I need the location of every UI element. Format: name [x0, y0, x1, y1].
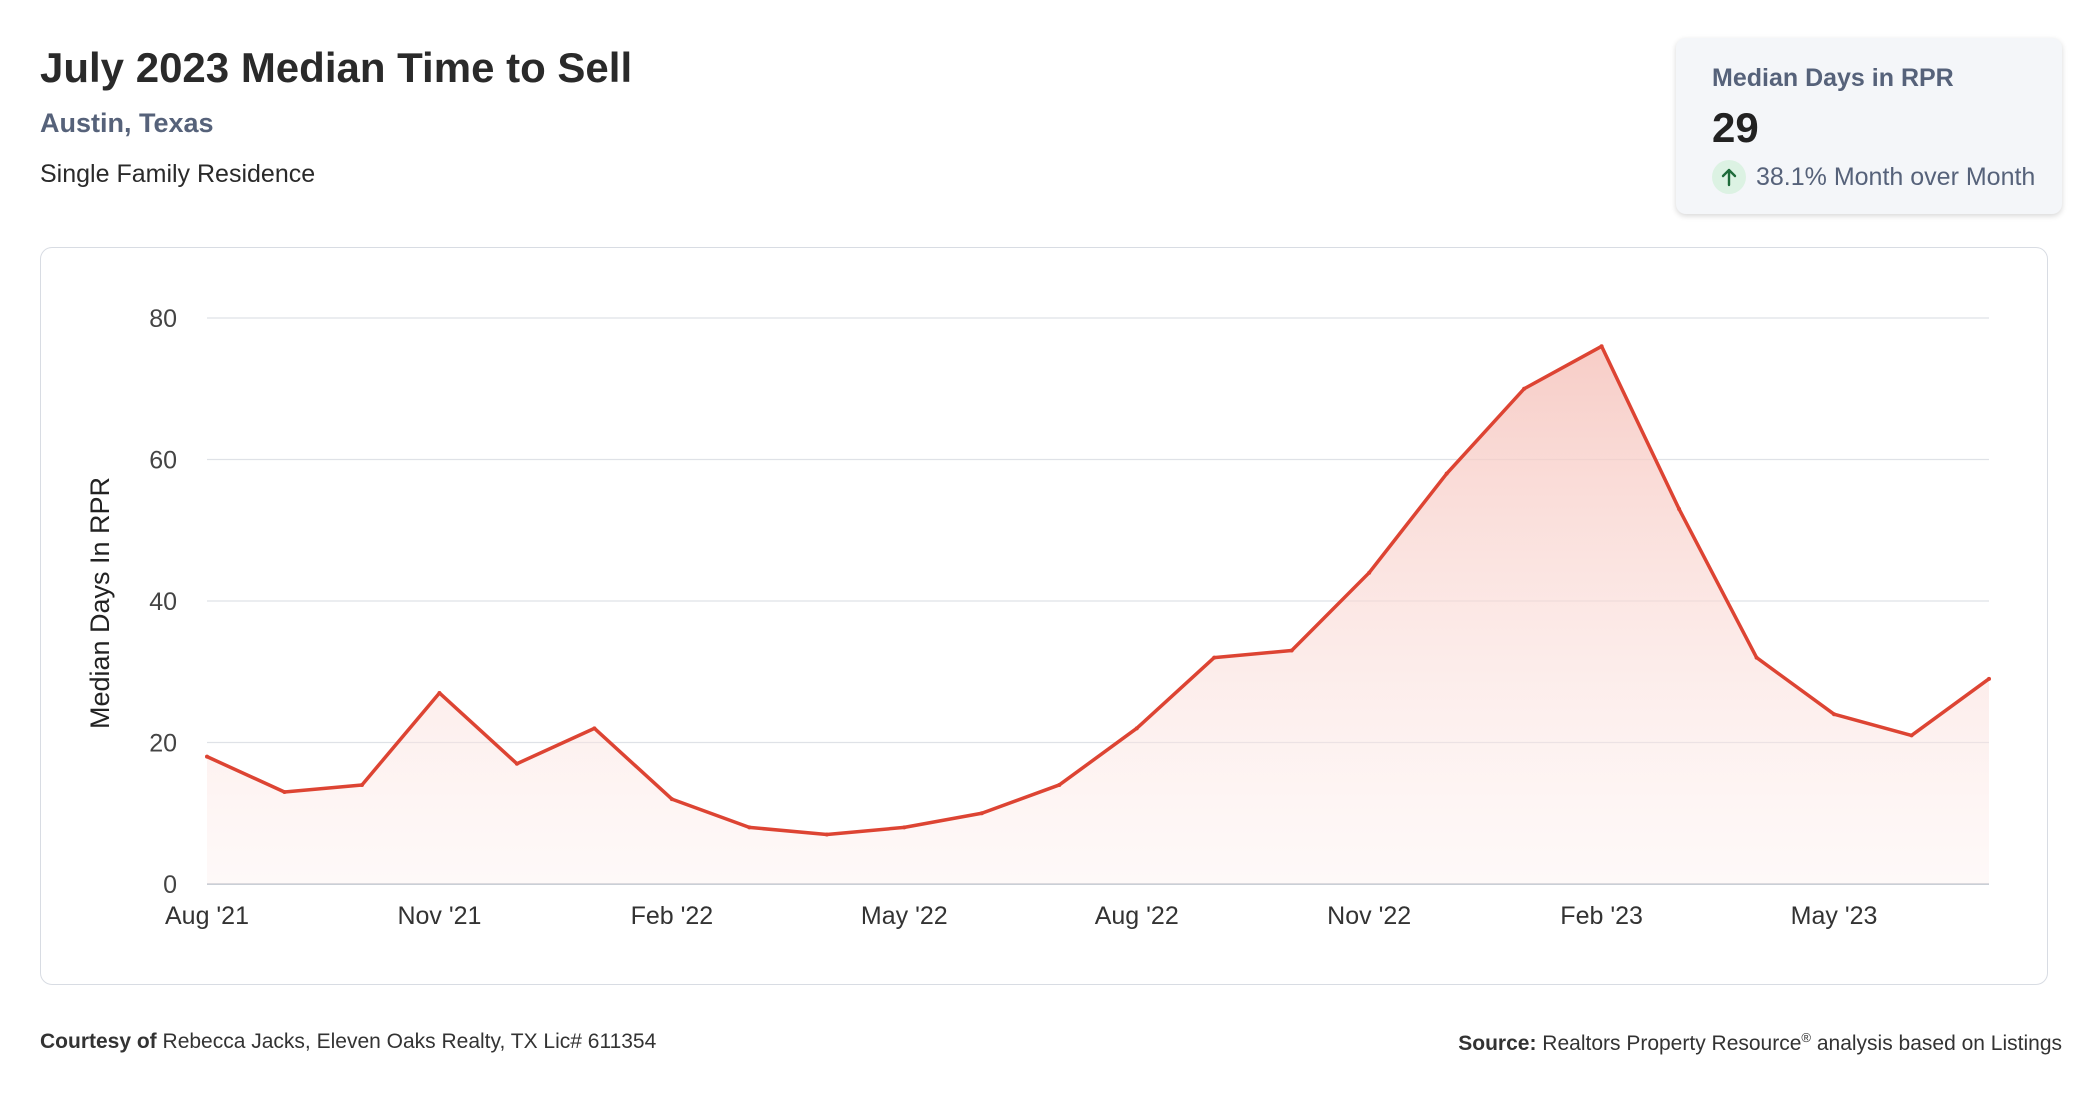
location-label: Austin, Texas	[40, 108, 214, 138]
data-point	[1987, 676, 1991, 681]
median-days-chart: 0 20 40 60 80 Aug '21 Nov '21 Feb '22 May '22 Au…	[85, 305, 1991, 930]
y-tick-label: 0	[163, 871, 177, 899]
data-point	[437, 690, 442, 695]
data-point	[1754, 655, 1759, 660]
y-axis-label: Median Days In RPR	[85, 477, 115, 729]
arrow-up-icon	[1712, 160, 1746, 194]
data-point	[1289, 648, 1294, 653]
series-line	[205, 344, 1991, 837]
source-suffix: analysis based on Listings	[1816, 1032, 2062, 1055]
courtesy-footer: Courtesy of Rebecca Jacks, Eleven Oaks R…	[40, 1030, 656, 1054]
registered-mark: ®	[1801, 1030, 1811, 1045]
data-point	[979, 811, 984, 816]
data-point	[1057, 782, 1062, 787]
data-point	[514, 761, 519, 766]
courtesy-label: Courtesy of	[40, 1030, 157, 1053]
data-point	[205, 754, 209, 759]
data-point	[282, 790, 287, 795]
data-point	[902, 825, 907, 830]
median-days-card: Median Days in RPR 29 38.1% Month over M…	[1676, 38, 2062, 214]
x-tick-label: Feb '22	[631, 902, 714, 930]
x-tick-label: Feb '23	[1560, 902, 1643, 930]
x-tick-label: Nov '22	[1327, 902, 1411, 930]
data-point	[824, 832, 829, 837]
y-tick-label: 60	[149, 447, 177, 475]
x-tick-label: May '22	[861, 902, 948, 930]
data-point	[1909, 733, 1914, 738]
stat-value: 29	[1712, 104, 1759, 151]
source-text: Realtors Property Resource	[1542, 1032, 1802, 1055]
y-tick-label: 40	[149, 588, 177, 616]
data-point	[1444, 471, 1449, 476]
courtesy-text: Rebecca Jacks, Eleven Oaks Realty, TX Li…	[162, 1030, 657, 1053]
data-point	[1677, 507, 1682, 512]
data-point	[1134, 726, 1139, 731]
x-tick-label: May '23	[1791, 902, 1878, 930]
data-point	[592, 726, 597, 731]
data-point	[747, 825, 752, 830]
chart-title: July 2023 Median Time to Sell	[40, 44, 633, 91]
x-tick-label: Aug '22	[1095, 902, 1179, 930]
data-point	[1832, 712, 1837, 717]
data-point	[669, 797, 674, 802]
stat-change: 38.1% Month over Month	[1712, 160, 2035, 194]
source-footer: Source: Realtors Property Resource® anal…	[1458, 1030, 2062, 1056]
area-fill	[207, 346, 1989, 884]
x-tick-label: Nov '21	[397, 902, 481, 930]
stat-label: Median Days in RPR	[1712, 64, 1954, 92]
stat-change-text: 38.1% Month over Month	[1756, 162, 2036, 191]
y-tick-label: 80	[149, 305, 177, 333]
x-tick-label: Aug '21	[165, 902, 249, 930]
source-label: Source:	[1458, 1032, 1537, 1055]
chart-panel: 0 20 40 60 80 Aug '21 Nov '21 Feb '22 May '22 Au…	[40, 247, 2048, 985]
data-point	[359, 782, 364, 787]
data-point	[1367, 570, 1372, 575]
y-tick-label: 20	[149, 730, 177, 758]
data-point	[1599, 344, 1604, 349]
data-point	[1212, 655, 1217, 660]
property-type-label: Single Family Residence	[40, 160, 316, 188]
data-point	[1522, 386, 1527, 391]
